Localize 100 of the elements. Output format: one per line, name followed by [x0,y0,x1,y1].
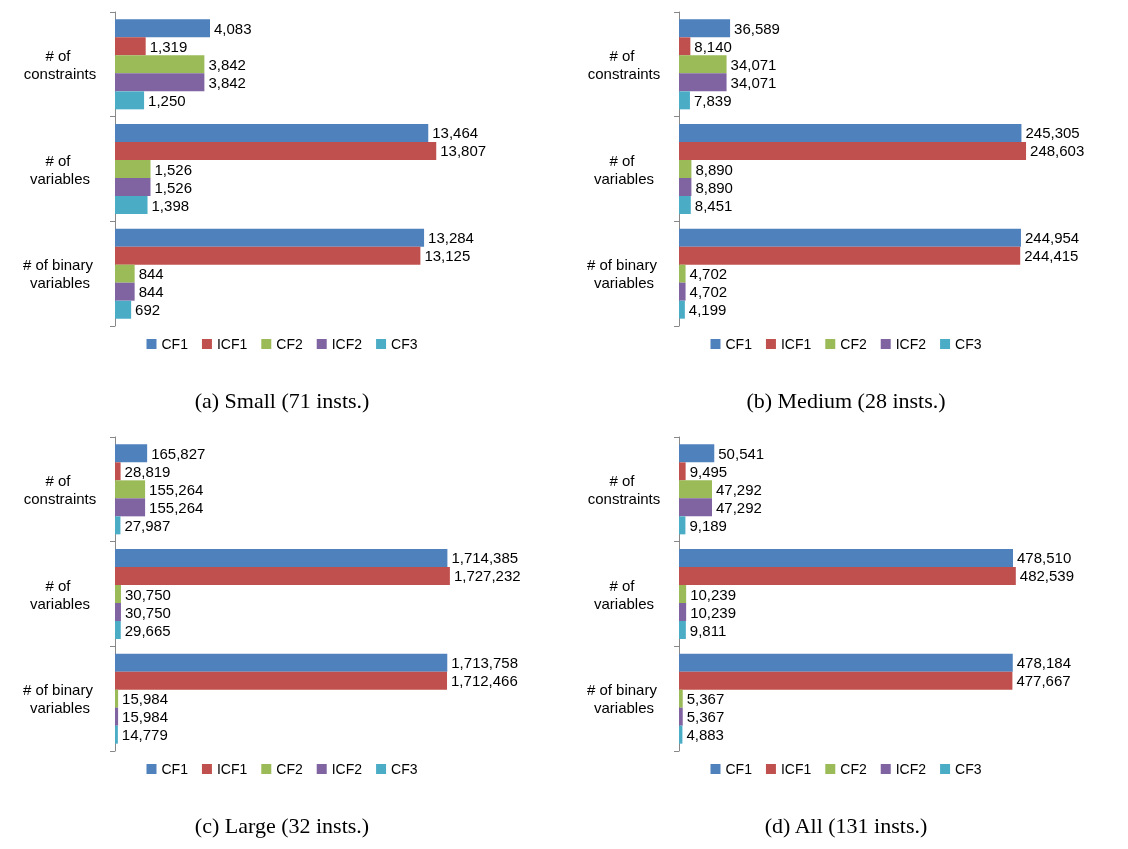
data-label: 1,526 [154,178,193,196]
bar [679,585,687,603]
bar [679,142,1027,160]
y-tick-label: # of constraints [587,471,661,507]
legend-label: CF2 [276,336,303,352]
bar [679,178,692,196]
bar [679,498,713,517]
data-label: 245,305 [1025,124,1080,142]
data-label: 13,125 [424,247,471,265]
legend-label: ICF1 [216,761,248,777]
data-label: 29,665 [124,621,171,639]
data-label: 8,890 [695,160,733,178]
bar [115,653,448,672]
y-tick-label: # of variables [593,576,655,612]
data-label: 5,367 [686,708,725,726]
bar [679,444,715,463]
y-tick-label: # of constraints [23,471,97,507]
data-label: 30,750 [124,585,171,603]
legend-label: CF3 [955,336,982,352]
bar [115,725,118,744]
bar [115,178,151,196]
bar [115,91,145,110]
data-label: 3,842 [208,55,246,73]
data-label: 1,526 [154,160,193,178]
legend-label: ICF2 [331,336,363,352]
data-label: 165,827 [151,444,206,462]
data-label: 7,839 [693,91,732,109]
bar [115,228,425,247]
data-label: 34,071 [730,55,777,73]
legend-label: ICF1 [216,336,248,352]
bar [679,621,686,640]
bar [679,707,683,726]
bar [115,160,151,178]
legend-label: ICF2 [895,761,927,777]
legend-label: CF2 [276,761,303,777]
legend-label: ICF1 [780,761,812,777]
bar [679,37,691,56]
bar [679,548,1013,567]
bar [679,228,1021,247]
data-label: 13,464 [432,124,479,142]
legend-label: ICF1 [780,336,812,352]
data-label: 1,712,466 [451,672,518,690]
data-label: 13,284 [428,229,474,247]
data-label: 10,239 [690,585,737,603]
legend-label: CF1 [161,336,189,352]
bar [115,498,146,517]
bar [115,707,119,726]
data-label: 1,319 [149,37,188,55]
data-label: 8,140 [694,37,732,55]
data-label: 1,727,232 [453,567,521,585]
data-label: 844 [138,265,164,283]
data-label: 1,250 [148,91,186,109]
bar [115,264,135,283]
y-tick-label: # of binary variables [22,681,98,717]
data-label: 13,807 [440,142,487,160]
bar [679,603,687,621]
data-label: 15,984 [122,690,168,708]
bar [679,653,1013,672]
bar [679,123,1022,142]
bar [679,196,691,215]
data-label: 47,292 [716,480,762,498]
y-tick-label: # of variables [29,576,91,612]
data-label: 36,589 [734,19,780,37]
bar [679,567,1016,585]
data-label: 30,750 [124,603,171,621]
data-label: 5,367 [686,690,725,708]
data-label: 47,292 [716,498,762,516]
bar [679,73,727,92]
data-label: 478,510 [1017,549,1072,567]
legend-label: CF3 [391,761,418,777]
data-label: 10,239 [690,603,737,621]
data-label: 692 [135,301,161,319]
bar [115,462,121,481]
data-label: 244,954 [1024,229,1080,247]
data-label: 8,890 [695,178,733,196]
data-label: 50,541 [718,444,765,462]
bar [115,73,205,92]
data-label: 1,713,758 [451,654,519,672]
bar [115,621,121,640]
bar [115,689,119,708]
data-label: 9,811 [689,621,727,639]
bar [115,246,421,265]
bar [115,480,146,499]
bar [115,55,205,74]
y-tick-label: # of binary variables [586,681,662,717]
text: (d) All (131 insts.) [764,812,928,838]
bar [115,19,210,38]
bar [679,19,731,38]
data-label: 482,539 [1019,567,1075,585]
y-tick-label: # of binary variables [586,256,662,292]
bar [679,55,727,74]
bar [679,462,686,481]
bar [679,264,686,283]
data-label: 34,071 [730,73,777,91]
legend-label: CF2 [840,761,867,777]
data-label: 4,083 [214,19,252,37]
data-label: 477,667 [1016,672,1071,690]
legend-label: ICF2 [895,336,927,352]
data-label: 248,603 [1030,142,1085,160]
data-label: 4,702 [689,265,728,283]
